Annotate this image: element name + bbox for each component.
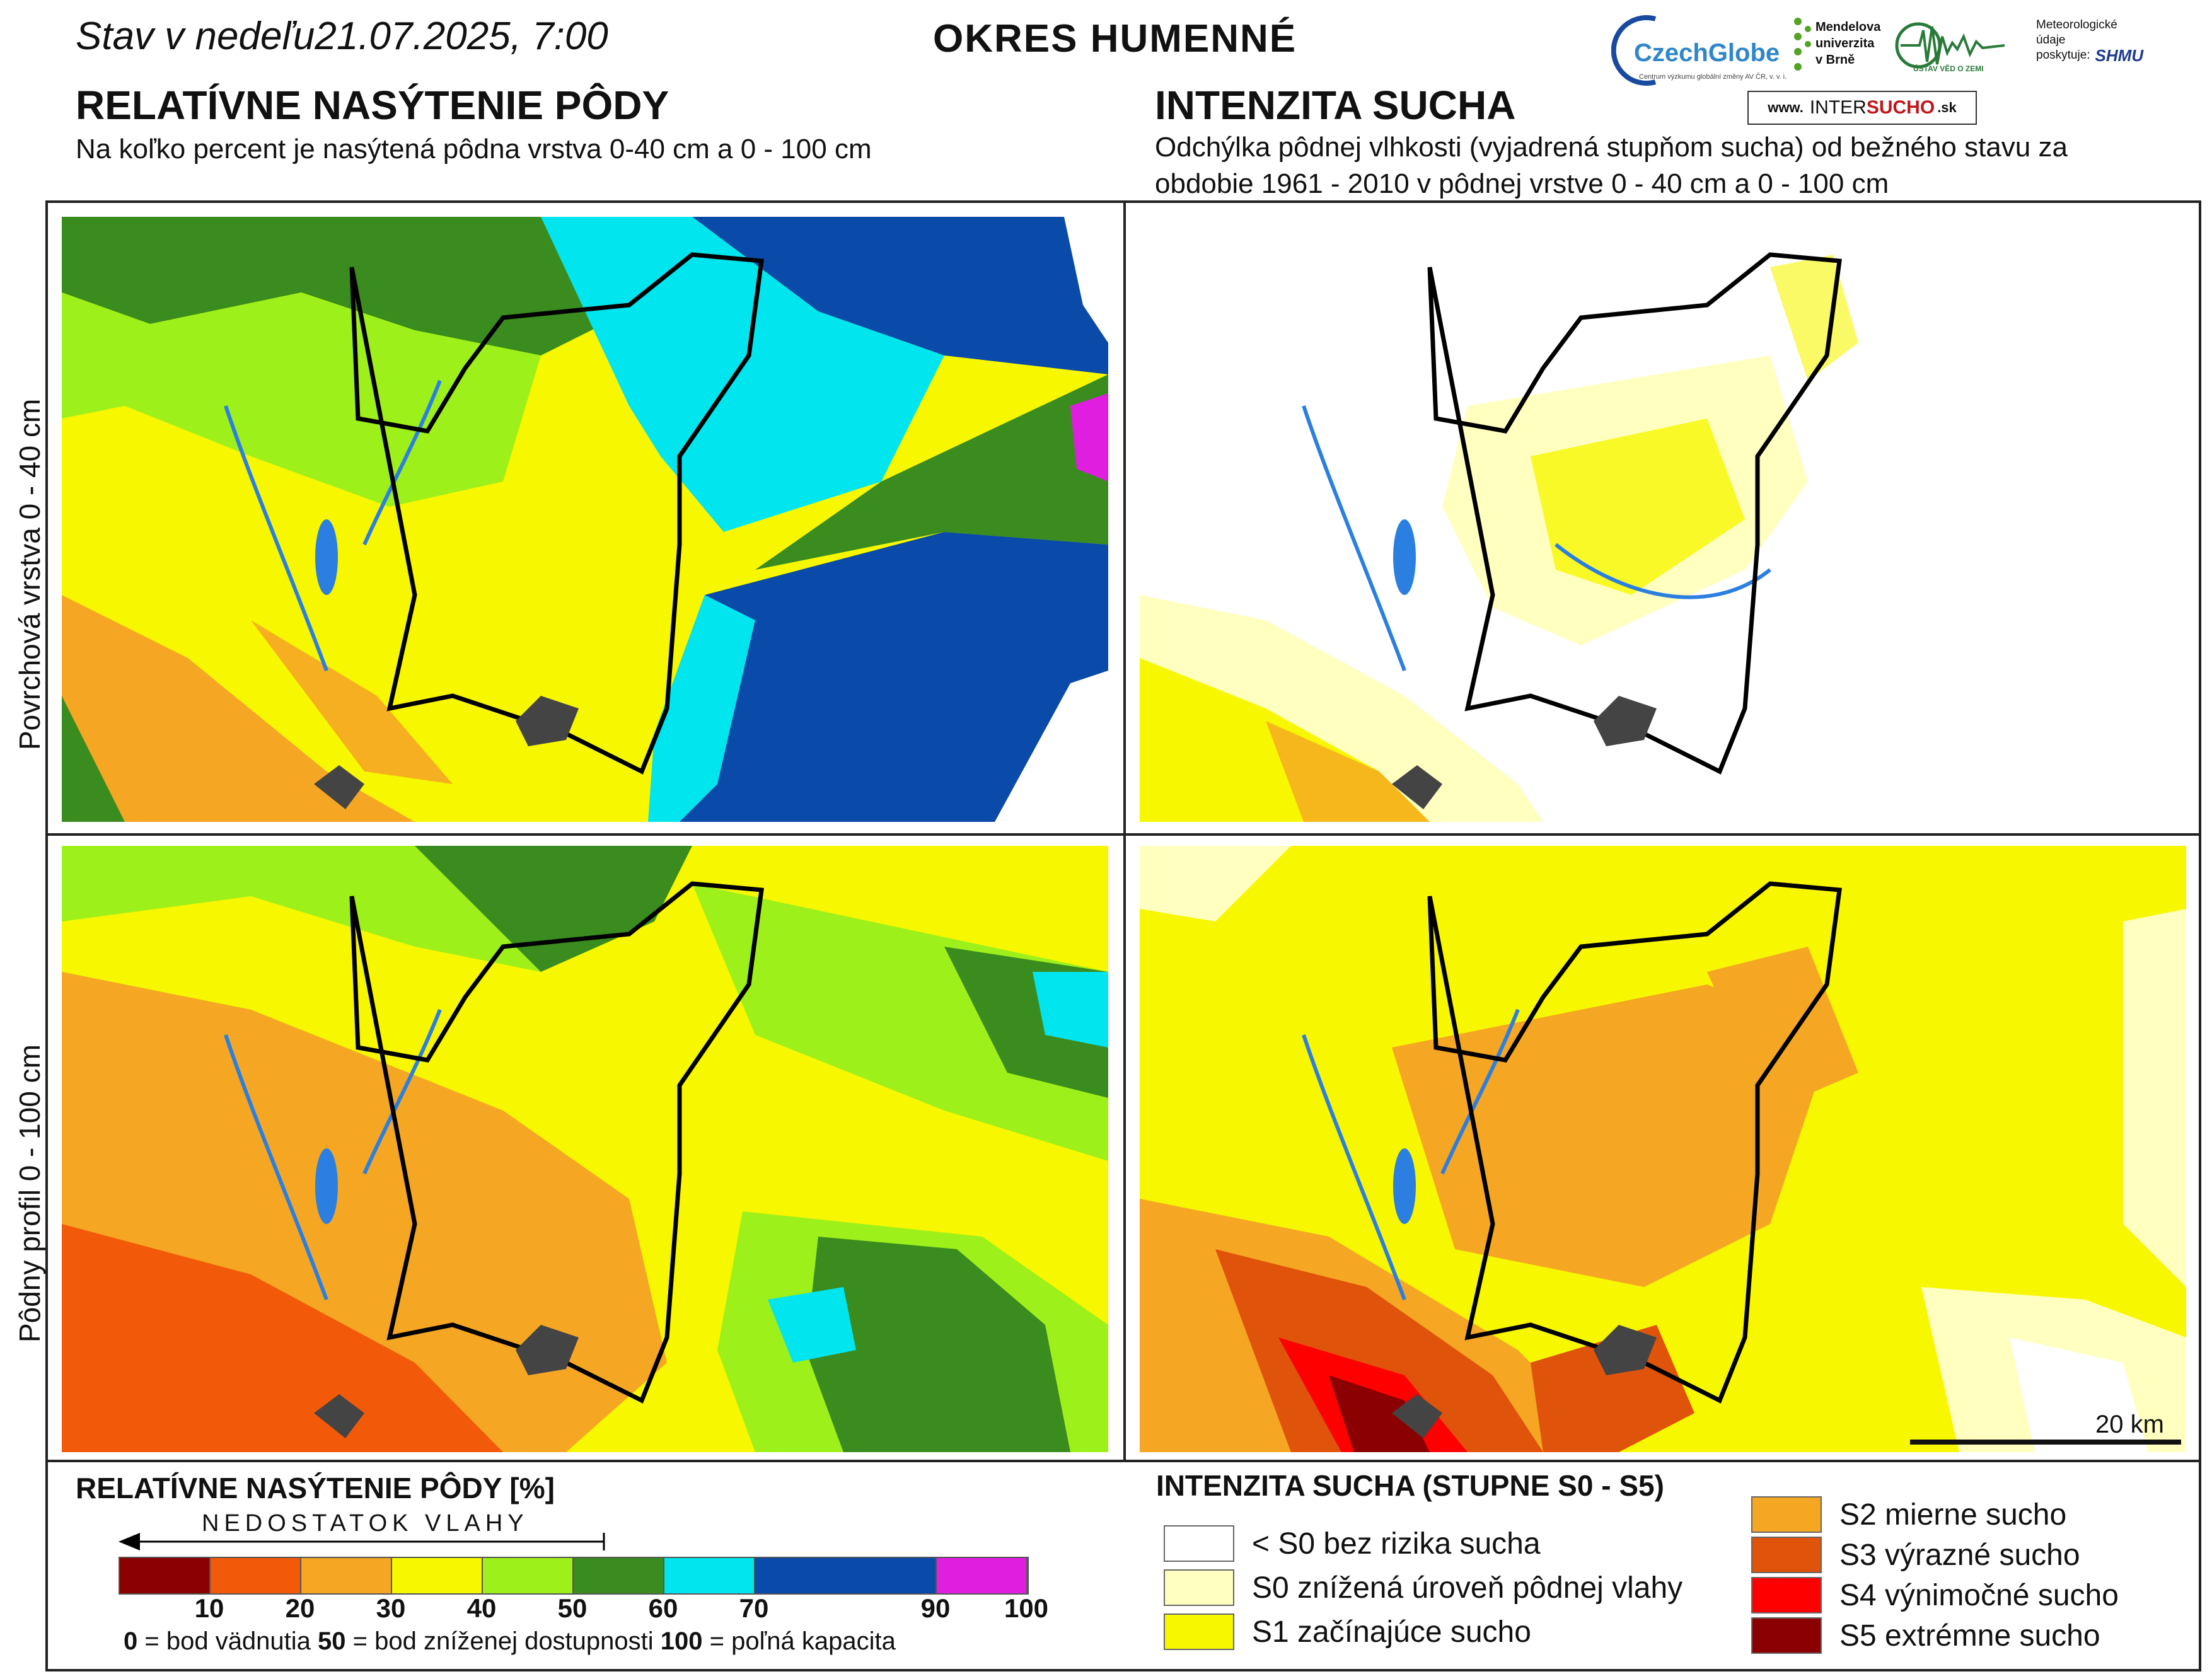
drought-map-topsoil-svg [1140,217,2186,822]
ramp-class [483,1558,574,1593]
intersucho-text-a: INTER [1809,97,1867,118]
note-0-text: = bod vädnutia [137,1627,318,1655]
district-title: OKRES HUMENNÉ [933,17,1297,61]
mendelu-dots-icon [1794,18,1811,71]
deficit-arrow-icon [119,1533,605,1550]
drought-legend-item: S4 výnimočné sucho [1751,1577,2119,1613]
row-label-topsoil: Povrchová vrstva 0 - 40 cm [13,398,46,750]
drought-heading: INTENZITA SUCHA [1155,83,1516,128]
intersucho-suffix: .sk [1937,100,1957,115]
drought-legend-title: INTENZITA SUCHA (STUPNE S0 - S5) [1156,1469,1664,1502]
saturation-map-topsoil[interactable] [62,217,1108,822]
ramp-tick-label: 100 [1004,1593,1049,1623]
mendelu-logo-line1: Mendelova [1815,20,1881,34]
ustav-logo-text: ÚSTAV VĚD O ZEMI [1913,64,1984,73]
mendelu-logo-line3: v Brně [1815,53,1855,67]
ramp-class [937,1558,1028,1593]
drought-subheading: Odchýlka pôdnej vlhkosti (vyjadrená stup… [1155,132,2068,199]
saturation-map-profile-svg [62,846,1108,1452]
legend-divider [45,1460,2201,1462]
meteo-credit-line2: údaje [2036,33,2066,47]
drought-swatch [1164,1613,1234,1650]
row-label-profile: Pôdny profil 0 - 100 cm [13,1044,46,1342]
note-100-value: 100 [660,1627,703,1655]
note-0-value: 0 [124,1627,138,1655]
mendelu-logo: Mendelova univerzita v Brně [1790,14,1880,89]
note-50-text: = bod zníženej dostupnosti [345,1627,661,1655]
intersucho-logo[interactable]: www. INTER SUCHO .sk [1747,91,1977,125]
ramp-class [392,1558,483,1593]
drought-legend-label: S5 extrémne sucho [1839,1619,2100,1653]
drought-legend-label: S2 mierne sucho [1839,1498,2067,1532]
panel-horizontal-divider [45,833,2201,836]
mendelu-logo-line2: univerzita [1815,37,1875,50]
saturation-subheading: Na koľko percent je nasýtená pôdna vrstv… [76,134,872,165]
drought-map-profile[interactable] [1140,846,2186,1452]
drought-legend-label: < S0 bez rizika sucha [1252,1527,1541,1561]
saturation-legend-title: RELATÍVNE NASÝTENIE PÔDY [%] [76,1472,555,1504]
czechglobe-logo-text: CzechGlobe [1634,39,1780,67]
ramp-class [664,1558,755,1593]
ramp-tick-label: 30 [376,1593,406,1623]
ramp-tick-label: 50 [557,1593,588,1623]
drought-legend-item: S3 výrazné sucho [1751,1537,2080,1573]
drought-legend-item: S5 extrémne sucho [1751,1617,2100,1654]
ustav-logo: ÚSTAV VĚD O ZEMI [1894,18,2008,87]
drought-legend-label: S4 výnimočné sucho [1839,1578,2119,1612]
intersucho-prefix: www. [1768,100,1804,115]
shmu-logo: SHMU [2095,46,2144,65]
drought-swatch [1751,1537,1822,1573]
drought-swatch [1751,1496,1822,1533]
drought-legend-item: < S0 bez rizika sucha [1164,1525,1541,1562]
ramp-class [574,1558,664,1593]
saturation-map-profile[interactable] [62,846,1108,1452]
drought-map-topsoil[interactable] [1140,217,2186,822]
drought-legend-item: S2 mierne sucho [1751,1496,2066,1533]
ramp-class [120,1558,211,1593]
drought-map-profile-svg [1140,846,2186,1452]
ramp-tick-label: 70 [739,1593,769,1623]
meteo-credit-line3: poskytuje: [2036,49,2090,62]
note-50-value: 50 [318,1627,346,1655]
drought-legend-item: S1 začínajúce sucho [1164,1613,1531,1650]
drought-legend-label: S3 výrazné sucho [1839,1538,2080,1572]
czechglobe-logo-mark [1611,15,1657,86]
ramp-tick-label: 60 [648,1593,678,1623]
note-100-text: = poľná kapacita [702,1627,896,1655]
intersucho-text-b: SUCHO [1866,97,1935,118]
drought-legend-label: S1 začínajúce sucho [1252,1615,1531,1649]
map-date: Stav v nedeľu21.07.2025, 7:00 [76,14,608,58]
czechglobe-logo: CzechGlobe Centrum výzkumu globální změn… [1611,13,1786,88]
meteo-credit-line1: Meteorologické [2036,18,2117,32]
ramp-class [755,1558,937,1593]
drought-legend-label: S0 znížená úroveň pôdnej vlahy [1252,1571,1683,1605]
saturation-map-topsoil-svg [62,217,1108,822]
saturation-heading: RELATÍVNE NASÝTENIE PÔDY [76,83,669,128]
ramp-tick-label: 20 [285,1593,315,1623]
shmu-credit: Meteorologické údaje poskytuje: SHMU [2036,18,2187,87]
seismograph-icon [1895,22,2005,69]
ramp-tick-label: 40 [466,1593,497,1623]
czechglobe-logo-subtext: Centrum výzkumu globální změny AV ČR, v.… [1639,73,1787,81]
drought-legend-item: S0 znížená úroveň pôdnej vlahy [1164,1569,1682,1606]
drought-swatch [1164,1525,1234,1562]
ramp-class [211,1558,301,1593]
scale-label: 20 km [2095,1411,2164,1438]
panel-vertical-divider [1123,200,1126,1461]
logo-strip: CzechGlobe Centrum výzkumu globální změn… [1607,5,2194,125]
saturation-legend-note: 0 = bod vädnutia 50 = bod zníženej dostu… [124,1627,896,1656]
scale-bar [1910,1440,2181,1445]
ramp-tick-label: 90 [920,1593,951,1623]
drought-swatch [1751,1577,1822,1613]
drought-swatch [1164,1569,1234,1606]
ramp-class [301,1558,392,1593]
saturation-color-ramp [119,1557,1029,1595]
arrow-label: NEDOSTATOK VLAHY [202,1510,529,1537]
drought-swatch [1751,1617,1822,1654]
ramp-tick-label: 10 [194,1593,224,1623]
